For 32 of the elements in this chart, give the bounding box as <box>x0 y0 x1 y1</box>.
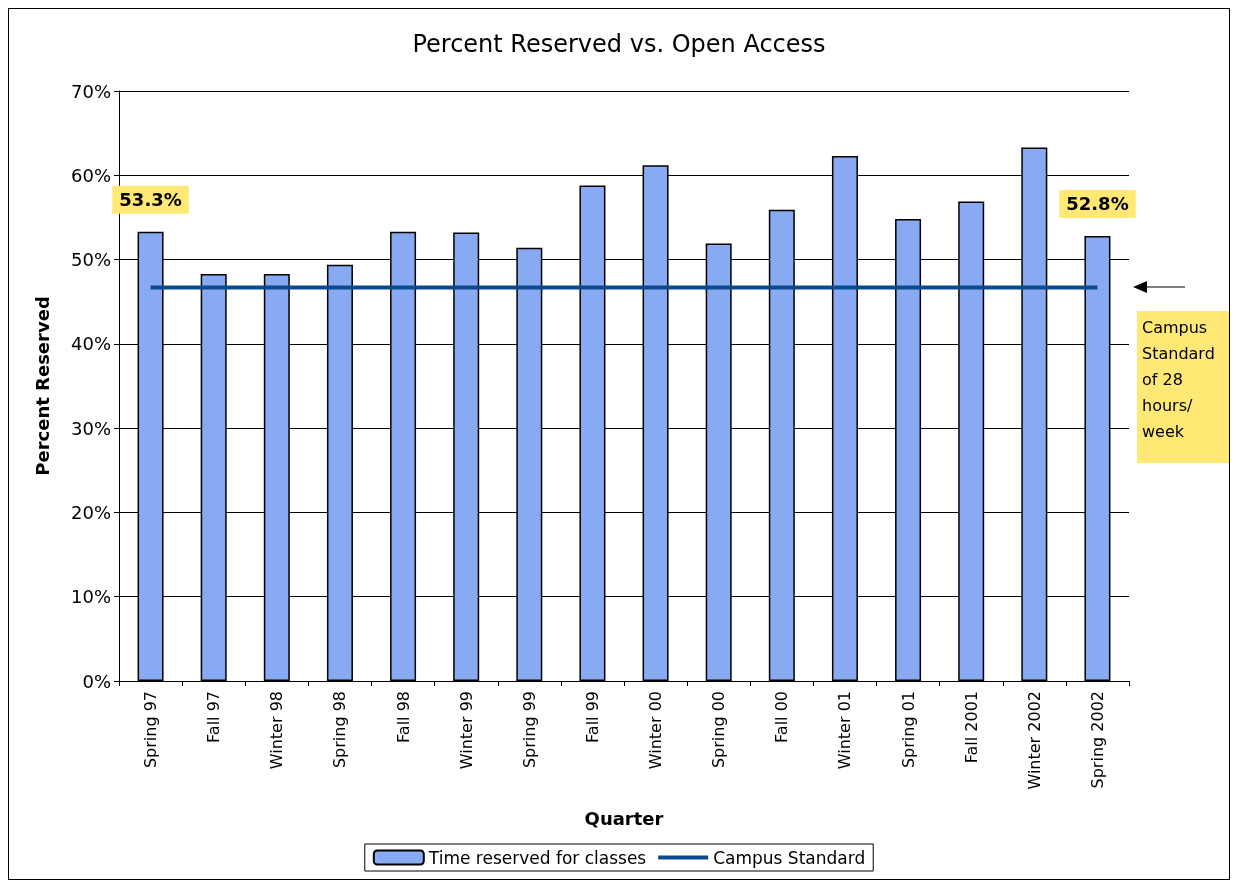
y-axis-title: Percent Reserved <box>31 296 53 476</box>
legend-label: Time reserved for classes <box>427 847 647 868</box>
x-tick-label: Spring 97 <box>141 691 161 769</box>
x-tick-label: Spring 01 <box>898 691 918 769</box>
y-tick-label: 30% <box>70 417 111 439</box>
data-label: 52.8% <box>1066 193 1129 215</box>
x-tick-label: Fall 00 <box>772 691 792 743</box>
data-label: 53.3% <box>119 189 182 211</box>
y-tick-label: 50% <box>70 249 111 271</box>
x-tick-label: Fall 97 <box>204 691 224 743</box>
x-tick-label: Fall 98 <box>393 691 413 743</box>
y-tick-label: 10% <box>70 586 111 608</box>
chart-title: Percent Reserved vs. Open Access <box>412 30 826 58</box>
x-tick-label: Fall 2001 <box>961 691 981 764</box>
y-tick-label: 60% <box>70 164 111 186</box>
x-tick-label: Winter 99 <box>456 691 476 770</box>
x-tick-label: Winter 01 <box>835 691 855 770</box>
y-tick-label: 20% <box>70 501 111 523</box>
x-tick-label: Spring 98 <box>330 691 350 769</box>
y-tick-label: 70% <box>70 80 111 102</box>
x-tick-label: Winter 2002 <box>1024 691 1044 790</box>
y-tick-label: 40% <box>70 333 111 355</box>
x-tick-label: Spring 99 <box>519 691 539 769</box>
x-tick-label: Winter 00 <box>646 691 666 770</box>
x-tick-label: Spring 2002 <box>1087 691 1107 789</box>
x-tick-label: Spring 00 <box>709 691 729 769</box>
x-axis-title: Quarter <box>584 807 664 829</box>
legend-label: Campus Standard <box>713 847 866 868</box>
x-tick-label: Fall 99 <box>582 691 602 743</box>
x-tick-label: Winter 98 <box>267 691 287 770</box>
text: Campus Standard of 28 hours/ week <box>1137 311 1231 464</box>
y-tick-label: 0% <box>82 670 111 692</box>
